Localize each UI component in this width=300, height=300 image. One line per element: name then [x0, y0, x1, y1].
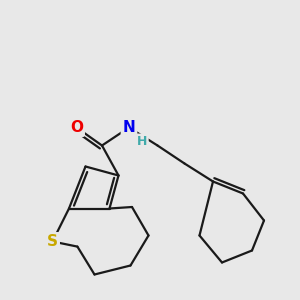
Text: S: S [47, 234, 58, 249]
Text: N: N [123, 120, 135, 135]
Text: O: O [70, 120, 83, 135]
Text: H: H [137, 134, 148, 148]
